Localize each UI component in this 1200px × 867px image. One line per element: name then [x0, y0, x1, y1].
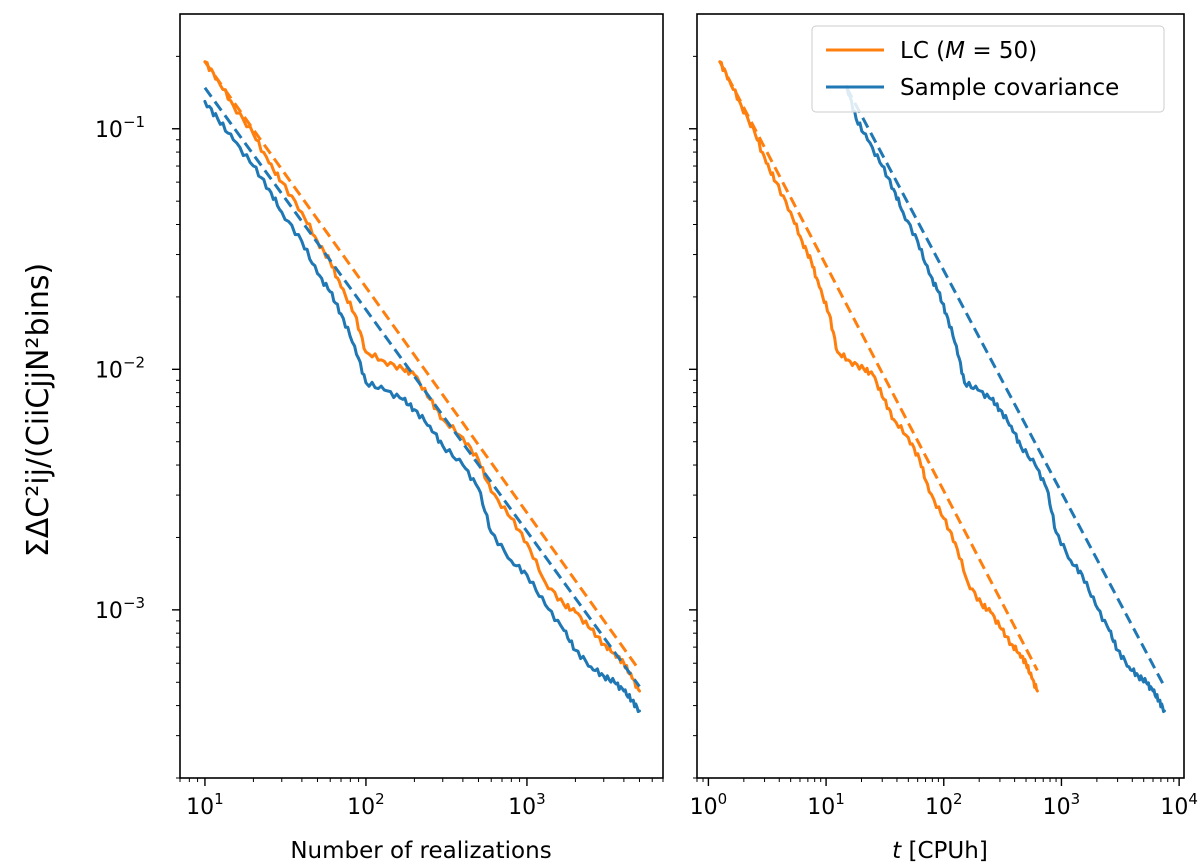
right-x-tick-label: 104	[1160, 790, 1198, 820]
right-x-tick-label: 101	[807, 790, 845, 820]
right-series-lc-m-50-fit	[718, 61, 1039, 672]
left-axes-frame	[179, 13, 664, 779]
legend-frame	[811, 25, 1165, 113]
right-x-tick-label: 103	[1043, 790, 1081, 820]
left-series-sample-covariance-fit	[203, 86, 641, 688]
left-y-tick-label: 10−1	[95, 113, 145, 143]
left-x-tick-label: 103	[508, 790, 546, 820]
left-series-lc-m-50-	[203, 60, 641, 693]
left-series-sample-covariance	[203, 99, 641, 714]
y-axis-label: ΣΔC²ij/(CiiCjjN²bins)	[21, 263, 56, 557]
left-x-axis-label: Number of realizations	[290, 838, 551, 864]
right-series-lc-m-50-	[718, 60, 1039, 693]
right-panel: 100 101 102 103 104	[689, 13, 1198, 820]
right-x-axis-label: t [CPUh]	[892, 838, 988, 864]
left-y-tick-label: 10−2	[95, 353, 145, 383]
right-x-axis-label-unit: [CPUh]	[901, 838, 988, 864]
left-series-lc-m-50-fit	[203, 60, 641, 672]
legend-label-lc: LC (M = 50)	[900, 38, 1037, 64]
right-series-sample-covariance	[845, 84, 1166, 714]
right-series-sample-covariance-fit	[845, 87, 1166, 688]
left-y-tick-label: 10−3	[95, 594, 145, 624]
left-x-tick-label: 101	[186, 790, 224, 820]
right-x-axis-label-var: t	[892, 838, 902, 864]
legend: LC (M = 50) Sample covariance	[811, 25, 1165, 113]
right-axes-frame	[696, 13, 1185, 779]
legend-label-sample: Sample covariance	[900, 75, 1119, 101]
right-x-tick-label: 100	[690, 790, 728, 820]
left-panel: 101 102 103 10−1 10−2 10−3	[95, 13, 664, 820]
right-x-tick-label: 102	[925, 790, 963, 820]
left-x-tick-label: 102	[347, 790, 385, 820]
